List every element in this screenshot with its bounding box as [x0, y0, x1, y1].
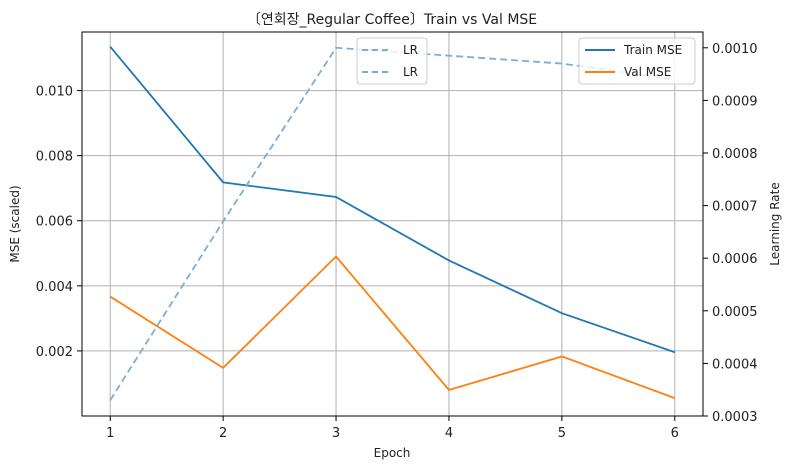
- y-tick-label: 0.004: [36, 280, 73, 295]
- legend-val-mse-label: Val MSE: [624, 65, 671, 79]
- y2-tick-label: 0.0003: [712, 410, 758, 425]
- y2-tick-label: 0.0009: [712, 94, 758, 109]
- y-axis-label: MSE (scaled): [8, 185, 22, 262]
- series-line-lr: [109, 46, 675, 401]
- y-tick-label: 0.002: [36, 345, 73, 360]
- y2-tick-label: 0.0008: [712, 147, 758, 162]
- chart-title: 〔연회장_Regular Coffee〕Train vs Val MSE: [247, 12, 537, 28]
- x-axis: 1 2 3 4 5 6: [106, 416, 679, 441]
- legend-mse: Train MSE Val MSE: [578, 37, 696, 85]
- y-axis-left: 0.002 0.004 0.006 0.008 0.010: [36, 85, 82, 360]
- x-tick-label: 3: [332, 426, 340, 441]
- legend-lr-label-2: LR: [403, 65, 418, 79]
- y-tick-label: 0.008: [36, 150, 73, 165]
- x-tick-label: 2: [219, 426, 227, 441]
- y2-tick-label: 0.0006: [712, 252, 758, 267]
- x-tick-label: 1: [106, 426, 114, 441]
- y2-tick-label: 0.0005: [712, 305, 758, 320]
- y2-tick-label: 0.0010: [712, 42, 758, 57]
- legend-train-mse-label: Train MSE: [623, 43, 682, 57]
- grid-lines: [82, 32, 703, 416]
- legend-lr: LR LR: [356, 37, 428, 85]
- y2-axis-label: Learning Rate: [768, 182, 782, 265]
- plot-frame: [81, 31, 704, 417]
- y-tick-label: 0.006: [36, 215, 73, 230]
- x-tick-label: 4: [445, 426, 453, 441]
- y-axis-right: 0.0003 0.0004 0.0005 0.0006 0.0007 0.0008 0.00…: [703, 42, 758, 425]
- x-tick-label: 6: [671, 426, 679, 441]
- x-axis-label: Epoch: [374, 446, 411, 460]
- y-tick-label: 0.010: [36, 85, 73, 100]
- series-line-val-mse: [109, 255, 676, 399]
- legend-lr-label-1: LR: [403, 43, 418, 57]
- y2-tick-label: 0.0004: [712, 357, 758, 372]
- series-layer: [109, 46, 676, 401]
- y2-tick-label: 0.0007: [712, 200, 758, 215]
- series-line-train-mse: [109, 46, 676, 354]
- x-tick-label: 5: [558, 426, 566, 441]
